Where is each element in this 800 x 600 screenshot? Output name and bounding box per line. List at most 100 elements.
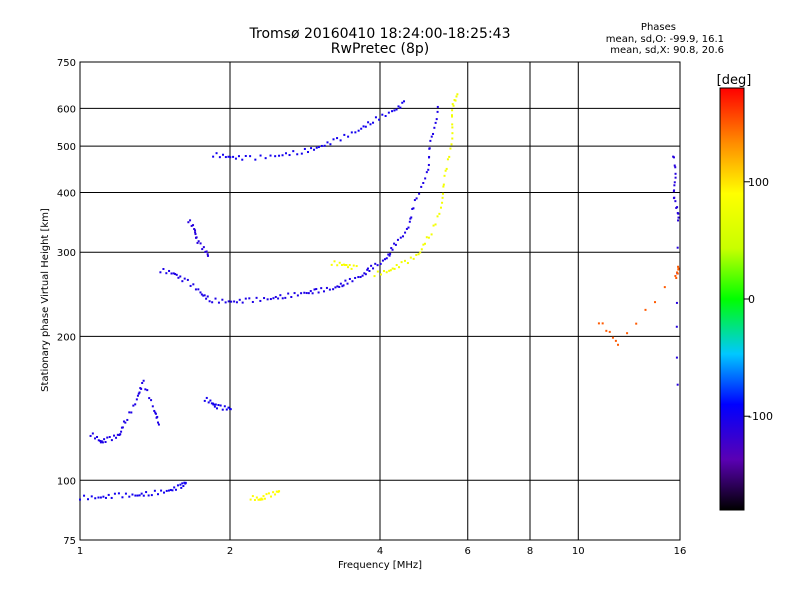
chart-title: Tromsø 20160410 18:24:00-18:25:43 — [249, 26, 511, 42]
echo-point — [372, 121, 375, 124]
echo-point — [339, 282, 342, 285]
echo-point — [434, 223, 437, 226]
echo-point — [336, 137, 339, 140]
echo-point — [608, 330, 611, 333]
echo-point — [315, 288, 318, 291]
echo-point — [451, 103, 454, 106]
echo-point — [227, 406, 230, 409]
x-tick-label: 1 — [77, 546, 83, 557]
echo-point — [134, 494, 137, 497]
echo-point — [350, 267, 353, 270]
echo-point — [399, 106, 402, 109]
echo-point — [427, 236, 430, 239]
echo-point — [379, 262, 382, 265]
echo-point — [206, 254, 209, 257]
echo-point — [306, 151, 309, 154]
echo-point — [429, 139, 432, 142]
echo-point — [141, 381, 144, 384]
echo-point — [675, 356, 678, 359]
echo-point — [673, 164, 676, 167]
echo-point — [374, 262, 377, 265]
echo-point — [317, 291, 320, 294]
echo-point — [140, 492, 143, 495]
y-tick-label: 750 — [57, 58, 76, 69]
echo-point — [279, 294, 282, 297]
echo-point — [303, 147, 306, 150]
echo-point — [441, 192, 444, 195]
echo-point — [281, 297, 284, 300]
echo-point — [192, 283, 195, 286]
echo-point — [154, 411, 157, 414]
echo-point — [203, 294, 206, 297]
echo-point — [235, 301, 238, 304]
echo-point — [264, 157, 267, 160]
echo-point — [419, 251, 422, 254]
echo-point — [270, 495, 273, 498]
echo-point — [224, 156, 227, 159]
echo-point — [130, 411, 133, 414]
echo-point — [296, 294, 299, 297]
echo-point — [122, 420, 125, 423]
echo-point — [415, 253, 418, 256]
echo-point — [169, 488, 172, 491]
echo-point — [332, 138, 335, 141]
echo-point — [186, 278, 189, 281]
echo-point — [217, 404, 220, 407]
echo-point — [113, 492, 116, 495]
echo-point — [342, 284, 345, 287]
echo-point — [194, 288, 197, 291]
echo-point — [420, 248, 423, 251]
echo-point — [309, 290, 312, 293]
echo-point — [162, 268, 165, 271]
echo-point — [409, 217, 412, 220]
echo-point — [315, 146, 318, 149]
echo-point — [259, 154, 262, 157]
echo-point — [183, 277, 186, 280]
echo-point — [343, 133, 346, 136]
echo-point — [675, 325, 678, 328]
echo-point — [673, 184, 676, 187]
echo-point — [153, 409, 156, 412]
echo-point — [354, 276, 357, 279]
echo-point — [199, 291, 202, 294]
echo-point — [427, 163, 430, 166]
echo-point — [144, 388, 147, 391]
echo-point — [307, 292, 310, 295]
echo-point — [352, 264, 355, 267]
echo-point — [451, 137, 454, 140]
echo-point — [385, 257, 388, 260]
echo-point — [348, 277, 351, 280]
echo-point — [338, 261, 341, 264]
echo-point — [626, 332, 629, 335]
echo-point — [357, 276, 360, 279]
echo-point — [614, 339, 617, 342]
echo-point — [359, 276, 362, 279]
y-tick-label: 75 — [63, 536, 76, 547]
echo-point — [218, 156, 221, 159]
echo-point — [675, 301, 678, 304]
echo-point — [251, 300, 254, 303]
echo-point — [248, 297, 251, 300]
echo-point — [266, 298, 269, 301]
echo-point — [393, 242, 396, 245]
echo-point — [206, 295, 209, 298]
echo-point — [399, 236, 402, 239]
echo-point — [288, 154, 291, 157]
echo-point — [194, 231, 197, 234]
echo-point — [328, 288, 331, 291]
echo-point — [313, 288, 316, 291]
echo-point — [262, 495, 265, 498]
echo-point — [272, 491, 275, 494]
echo-point — [148, 397, 151, 400]
echo-point — [287, 292, 290, 295]
echo-point — [153, 489, 156, 492]
echo-point — [205, 297, 208, 300]
echo-point — [181, 280, 184, 283]
echo-point — [369, 123, 372, 126]
echo-point — [174, 273, 177, 276]
echo-point — [229, 408, 232, 411]
echo-point — [214, 297, 217, 300]
echo-point — [201, 248, 204, 251]
echo-point — [438, 212, 441, 215]
echo-point — [451, 109, 454, 112]
